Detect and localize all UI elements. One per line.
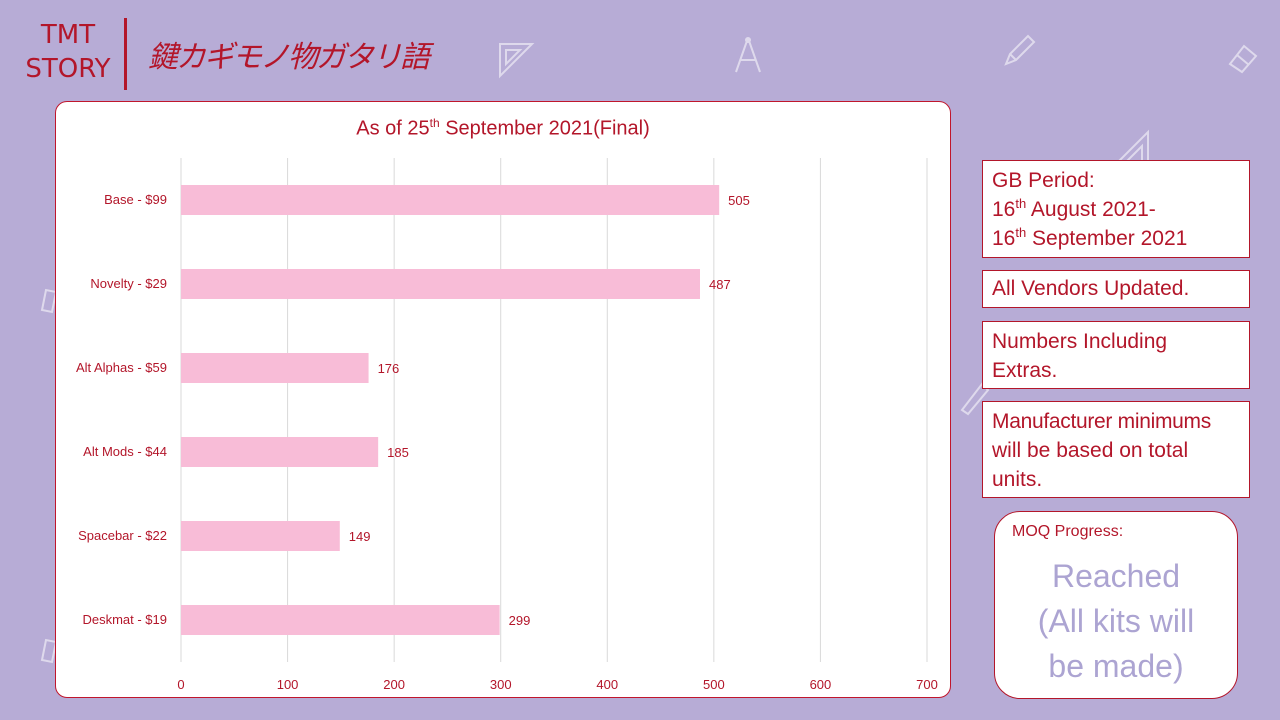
- chart-title-superscript: th: [429, 116, 440, 130]
- logo-japanese-text: 鍵カギモノ物ガタリ語: [148, 40, 430, 75]
- chart-panel: As of 25th September 2021(Final) 0 100 200…: [55, 101, 951, 698]
- moq-status: Reached (All kits will be made): [995, 554, 1237, 689]
- x-tick-label: 600: [810, 677, 832, 692]
- x-tick-label: 400: [596, 677, 618, 692]
- gb-end-suffix: th: [1015, 225, 1027, 240]
- logo-line-1: TMT: [40, 20, 96, 50]
- gb-period-end: 16th September 2021: [992, 224, 1240, 253]
- pencil-icon: [1004, 34, 1036, 66]
- manufacturer-box: Manufacturer minimums will be based on t…: [982, 401, 1250, 498]
- gb-start-rest: August 2021-: [1026, 198, 1156, 221]
- gb-start-suffix: th: [1015, 196, 1027, 211]
- bar-chart: 0 100 200 300 400 500 600 700 Base - $99 505 Novel…: [76, 158, 938, 692]
- bar: [181, 437, 379, 467]
- manufacturer-line-2: will be based on total: [992, 439, 1189, 462]
- bar: [181, 605, 500, 635]
- moq-status-line-2: (All kits will: [1037, 603, 1195, 639]
- gb-end-rest: September 2021: [1026, 227, 1188, 250]
- numbers-line-2: Extras.: [992, 359, 1058, 382]
- numbers-box: Numbers Including Extras.: [982, 321, 1250, 389]
- data-label: 176: [378, 361, 400, 376]
- data-label: 299: [509, 613, 531, 628]
- data-label: 505: [728, 193, 750, 208]
- data-label: 185: [387, 445, 409, 460]
- gb-period-box: GB Period: 16th August 2021- 16th Septem…: [982, 160, 1250, 258]
- vendors-box: All Vendors Updated.: [982, 270, 1250, 308]
- logo-text: TMT STORY: [18, 18, 118, 86]
- bar: [181, 353, 369, 383]
- tmt-story-logo: TMT STORY 鍵カギモノ物ガタリ語: [18, 18, 430, 94]
- moq-status-line-1: Reached: [1051, 558, 1181, 594]
- category-label: Base - $99: [104, 192, 167, 207]
- bar: [181, 521, 340, 551]
- chart-title-prefix: As of 25: [356, 117, 430, 140]
- moq-progress-box: MOQ Progress: Reached (All kits will be …: [994, 511, 1238, 699]
- moq-label: MOQ Progress:: [1012, 523, 1124, 540]
- marker-icon: [960, 382, 990, 416]
- x-tick-label: 700: [916, 677, 938, 692]
- numbers-line-1: Numbers Including: [992, 330, 1168, 353]
- x-tick-label: 200: [383, 677, 405, 692]
- triangle-ruler-icon: [499, 43, 535, 79]
- data-label: 487: [709, 277, 731, 292]
- chart-title: As of 25th September 2021(Final): [56, 116, 950, 141]
- gb-period-label: GB Period:: [992, 169, 1095, 192]
- category-label: Alt Alphas - $59: [76, 360, 167, 375]
- x-tick-label: 500: [703, 677, 725, 692]
- chart-title-suffix: September 2021(Final): [439, 117, 650, 140]
- manufacturer-line-3: units.: [992, 468, 1043, 491]
- gb-end-day: 16: [992, 227, 1016, 250]
- logo-divider: [124, 18, 127, 90]
- category-label: Deskmat - $19: [82, 612, 167, 627]
- vendors-text: All Vendors Updated.: [992, 277, 1190, 300]
- moq-status-line-3: be made): [1048, 648, 1184, 684]
- logo-line-2: STORY: [25, 54, 111, 84]
- x-tick-label: 0: [177, 677, 184, 692]
- bar: [181, 185, 720, 215]
- gb-start-day: 16: [992, 198, 1016, 221]
- compass-icon: [735, 37, 761, 73]
- category-label: Spacebar - $22: [78, 528, 167, 543]
- data-label: 149: [349, 529, 371, 544]
- bar: [181, 269, 701, 299]
- x-tick-label: 300: [490, 677, 512, 692]
- category-label: Novelty - $29: [90, 276, 167, 291]
- gb-period-start: 16th August 2021-: [992, 195, 1240, 224]
- category-label: Alt Mods - $44: [83, 444, 167, 459]
- manufacturer-line-1: Manufacturer minimums: [992, 410, 1211, 433]
- x-tick-label: 100: [277, 677, 299, 692]
- eraser-icon: [1228, 44, 1258, 74]
